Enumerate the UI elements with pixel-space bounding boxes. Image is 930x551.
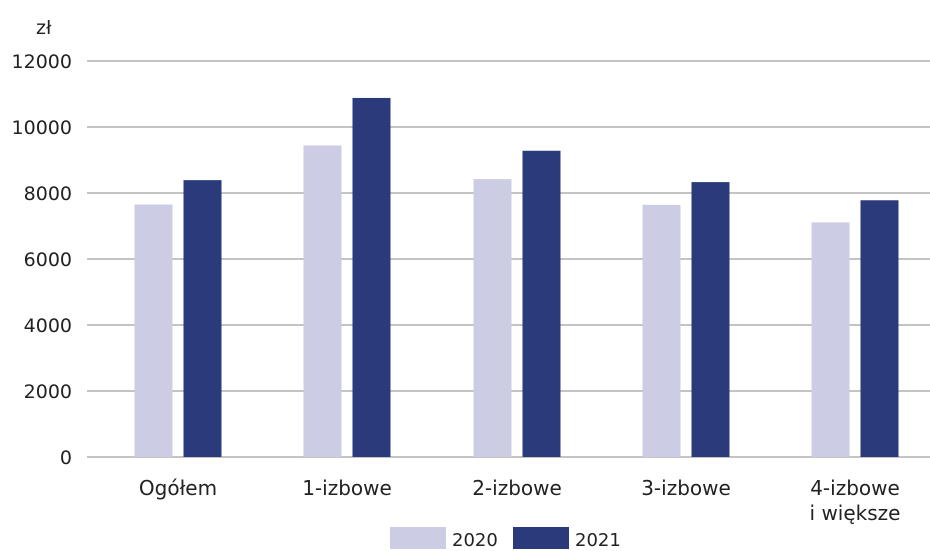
bar-2020-1 <box>134 204 173 457</box>
bar-2021-5 <box>860 200 899 457</box>
bar-2020-4 <box>642 204 681 457</box>
x-category-label: 4-izbowe <box>810 476 900 500</box>
legend-swatch-2021 <box>513 527 569 549</box>
y-axis-tick-labels: 0 2000 4000 6000 8000 10000 12000 <box>12 51 72 469</box>
bar-2020-2 <box>303 145 342 458</box>
x-category-label: 3-izbowe <box>641 476 731 500</box>
y-tick-label: 12000 <box>12 51 72 73</box>
legend-swatch-2020 <box>390 527 446 549</box>
x-category-label: Ogółem <box>139 476 217 500</box>
y-axis-unit-label: zł <box>36 17 52 39</box>
bar-2021-1 <box>183 180 222 457</box>
x-category-label: 2-izbowe <box>472 476 562 500</box>
bar-2021-2 <box>352 97 391 458</box>
bar-2021-3 <box>522 150 561 457</box>
x-category-label: 1-izbowe <box>302 476 392 500</box>
y-tick-label: 2000 <box>24 381 72 403</box>
y-tick-label: 10000 <box>12 117 72 139</box>
legend-label-2021: 2021 <box>575 530 621 551</box>
y-tick-label: 4000 <box>24 315 72 337</box>
x-category-label: i większe <box>810 501 901 525</box>
bar-2021-4 <box>691 182 730 458</box>
x-axis-category-labels: Ogółem 1-izbowe 2-izbowe 3-izbowe 4-izbowei … <box>139 476 901 525</box>
bars <box>134 97 899 458</box>
legend-label-2020: 2020 <box>452 530 498 551</box>
y-tick-label: 8000 <box>24 183 72 205</box>
legend: 2020 2021 <box>390 527 621 551</box>
y-tick-label: 6000 <box>24 249 72 271</box>
y-tick-label: 0 <box>60 447 72 469</box>
bar-2020-3 <box>473 179 512 457</box>
bar-2020-5 <box>811 222 850 457</box>
